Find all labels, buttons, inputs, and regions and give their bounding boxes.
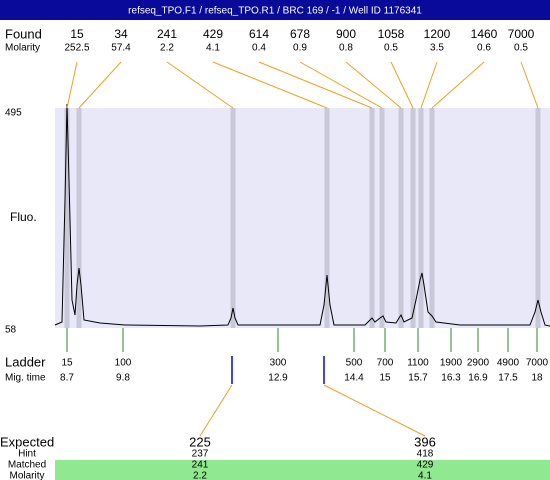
ladder-size: 7000 xyxy=(526,358,549,369)
ladder-time: 12.9 xyxy=(268,373,288,384)
ladder-size: 500 xyxy=(346,358,363,369)
found-molarity: 2.2 xyxy=(160,43,174,54)
found-molarity: 4.1 xyxy=(206,43,220,54)
matched-label: Matched xyxy=(8,460,46,471)
found-molarity: 57.4 xyxy=(111,43,131,54)
found-size: 429 xyxy=(203,27,223,41)
ladder-time: 18 xyxy=(531,373,543,384)
expected-hint: 237 xyxy=(192,449,209,460)
expected-connector xyxy=(323,384,426,437)
y-axis-title: Fluo. xyxy=(10,210,37,224)
expected-matched: 429 xyxy=(417,460,434,471)
ladder-time: 14.4 xyxy=(344,373,364,384)
found-label: Found xyxy=(5,26,42,41)
expected-hint: 418 xyxy=(417,449,434,460)
ladder-size: 300 xyxy=(270,358,287,369)
plot-area xyxy=(55,108,550,328)
found-size: 241 xyxy=(157,27,177,41)
peak-connector xyxy=(345,61,402,109)
ladder-time: 16.3 xyxy=(441,373,461,384)
ladder-size: 1900 xyxy=(440,358,463,369)
expected-connector xyxy=(199,384,233,437)
trace xyxy=(54,103,550,327)
exp-molarity-label: Molarity xyxy=(9,471,44,480)
ladder-size: 1100 xyxy=(407,358,429,369)
ladder-size: 2900 xyxy=(467,358,490,369)
found-size: 1058 xyxy=(378,27,405,41)
found-molarity: 0.8 xyxy=(339,43,353,54)
peak-band xyxy=(76,108,82,328)
ladder-size: 4900 xyxy=(497,358,520,369)
peak-band xyxy=(64,108,70,328)
peak-band xyxy=(379,108,385,328)
y-min-label: 58 xyxy=(5,325,17,336)
ladder-size: 15 xyxy=(61,358,73,369)
matched-row xyxy=(55,460,550,471)
expected-matched: 241 xyxy=(192,460,209,471)
ladder-time: 15.7 xyxy=(408,373,428,384)
found-size: 15 xyxy=(70,27,84,41)
peak-connector xyxy=(299,61,383,109)
peak-connector xyxy=(431,61,485,109)
peak-connector xyxy=(212,61,328,109)
found-molarity: 0.5 xyxy=(384,43,398,54)
found-molarity: 3.5 xyxy=(430,43,444,54)
expected-molarity: 4.1 xyxy=(418,471,432,480)
peak-connector xyxy=(66,61,78,109)
hint-label: Hint xyxy=(18,449,36,460)
found-molarity: 0.9 xyxy=(293,43,307,54)
expected-size: 225 xyxy=(189,434,211,449)
ladder-time: 17.5 xyxy=(498,373,518,384)
ladder-label: Ladder xyxy=(5,354,46,369)
peak-band xyxy=(535,108,541,328)
molarity-row xyxy=(55,471,550,480)
peak-connector xyxy=(166,61,234,109)
found-size: 900 xyxy=(336,27,356,41)
peak-connector xyxy=(78,61,122,109)
found-molarity: 252.5 xyxy=(64,43,89,54)
peak-band xyxy=(369,108,375,328)
mig-time-label: Mig. time xyxy=(5,373,46,384)
found-size: 34 xyxy=(114,27,128,41)
peak-band xyxy=(410,108,416,328)
title: refseq_TPO.F1 / refseq_TPO.R1 / BRC 169 … xyxy=(128,6,422,17)
peak-band xyxy=(230,108,236,328)
ladder-time: 9.8 xyxy=(116,373,130,384)
expected-label: Expected xyxy=(0,434,54,449)
peak-band xyxy=(398,108,404,328)
peak-band xyxy=(324,108,330,328)
ladder-time: 16.9 xyxy=(468,373,488,384)
peak-connector xyxy=(420,61,438,109)
ladder-time: 8.7 xyxy=(60,373,74,384)
peak-connector xyxy=(390,61,414,109)
ladder-time: 15 xyxy=(379,373,391,384)
found-molarity: 0.6 xyxy=(477,43,491,54)
expected-molarity: 2.2 xyxy=(193,471,207,480)
ladder-size: 100 xyxy=(115,358,132,369)
found-size: 678 xyxy=(290,27,310,41)
found-size: 7000 xyxy=(508,27,535,41)
found-size: 1200 xyxy=(424,27,451,41)
found-size: 1460 xyxy=(471,27,498,41)
peak-connector xyxy=(258,61,373,109)
peak-band xyxy=(418,108,424,328)
peak-connector xyxy=(520,61,539,109)
peak-band xyxy=(429,108,435,328)
ladder-size: 700 xyxy=(377,358,394,369)
expected-size: 396 xyxy=(414,434,436,449)
y-max-label: 495 xyxy=(5,108,22,119)
molarity-label: Molarity xyxy=(5,43,40,54)
found-molarity: 0.4 xyxy=(252,43,266,54)
found-size: 614 xyxy=(249,27,269,41)
found-molarity: 0.5 xyxy=(514,43,528,54)
title-bar xyxy=(0,0,550,20)
